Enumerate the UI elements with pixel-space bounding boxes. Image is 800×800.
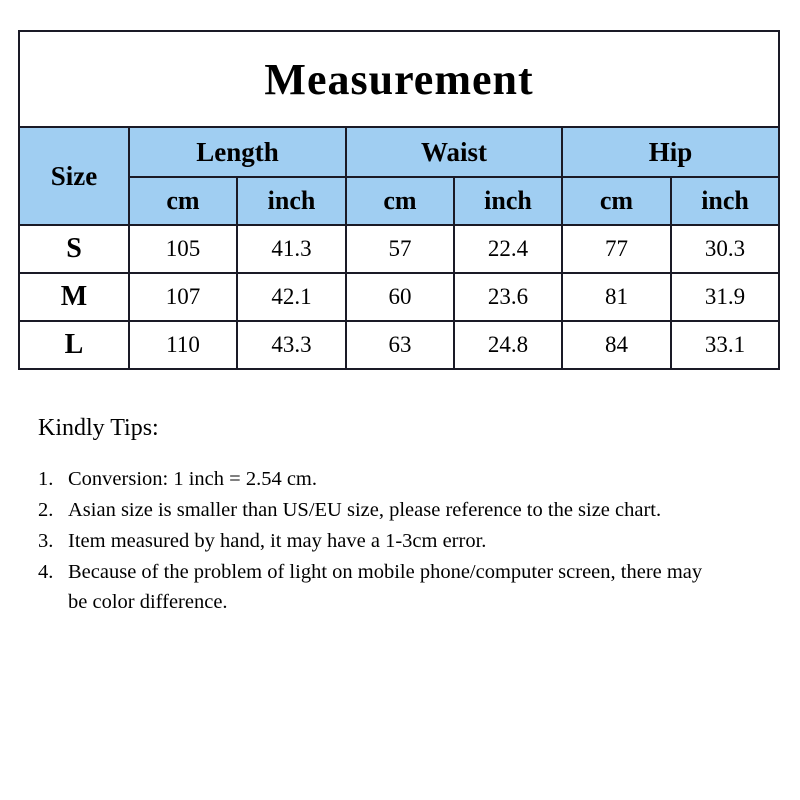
- tip-number: 4.: [38, 561, 54, 583]
- hip-inch-value: 30.3: [669, 224, 781, 274]
- tip-text: Conversion: 1 inch = 2.54 cm.: [68, 468, 317, 490]
- waist-group-header: Waist: [345, 126, 563, 178]
- waist-inch-header: inch: [453, 176, 563, 226]
- title-row: Measurement: [17, 30, 781, 128]
- size-column-header: Size: [18, 126, 130, 226]
- hip-group-header: Hip: [560, 126, 781, 178]
- measurement-table: Measurement Size Length Waist Hip cm inc…: [17, 30, 781, 370]
- tip-text: Asian size is smaller than US/EU size, p…: [68, 499, 662, 521]
- group-header-row: Size Length Waist Hip: [18, 126, 781, 226]
- table-row-l: L 110 43.3 63 24.8 84 33.1: [18, 320, 781, 370]
- hip-inch-value: 33.1: [669, 320, 781, 370]
- length-cm-value: 110: [128, 320, 238, 370]
- length-group-header: Length: [128, 126, 347, 178]
- tip-text: Item measured by hand, it may have a 1-3…: [68, 530, 487, 552]
- tips-heading: Kindly Tips:: [38, 415, 159, 441]
- length-cm-value: 107: [128, 272, 238, 322]
- waist-inch-value: 22.4: [453, 224, 563, 274]
- table-row-m: M 107 42.1 60 23.6 81 31.9: [18, 272, 781, 322]
- hip-cm-value: 77: [561, 224, 672, 274]
- length-inch-value: 43.3: [236, 320, 347, 370]
- unit-header-row: cm inch cm inch cm inch: [19, 176, 781, 226]
- waist-inch-value: 23.6: [453, 272, 563, 322]
- size-label: L: [18, 320, 130, 370]
- length-inch-value: 41.3: [236, 224, 347, 274]
- tip-number: 3.: [38, 530, 54, 552]
- waist-cm-value: 60: [345, 272, 455, 322]
- table-row-s: S 105 41.3 57 22.4 77 30.3: [18, 224, 781, 274]
- hip-cm-value: 84: [561, 320, 672, 370]
- tip-number: 2.: [38, 499, 54, 521]
- waist-cm-value: 63: [345, 320, 455, 370]
- size-label: S: [18, 224, 130, 274]
- waist-cm-header: cm: [345, 176, 455, 226]
- tip-text: Because of the problem of light on mobil…: [68, 561, 703, 613]
- tip-number: 1.: [38, 468, 54, 490]
- length-inch-header: inch: [236, 176, 347, 226]
- hip-inch-header: inch: [669, 176, 781, 226]
- list-item: 2. Asian size is smaller than US/EU size…: [38, 495, 763, 525]
- table-title: Measurement: [17, 30, 781, 128]
- hip-cm-header: cm: [561, 176, 672, 226]
- list-item: 4. Because of the problem of light on mo…: [38, 557, 763, 617]
- length-inch-value: 42.1: [236, 272, 347, 322]
- length-cm-value: 105: [128, 224, 238, 274]
- hip-cm-value: 81: [561, 272, 672, 322]
- length-cm-header: cm: [128, 176, 238, 226]
- waist-inch-value: 24.8: [453, 320, 563, 370]
- list-item: 3. Item measured by hand, it may have a …: [38, 526, 763, 556]
- hip-inch-value: 31.9: [669, 272, 781, 322]
- waist-cm-value: 57: [345, 224, 455, 274]
- list-item: 1. Conversion: 1 inch = 2.54 cm.: [38, 464, 763, 494]
- size-label: M: [18, 272, 130, 322]
- kindly-tips-section: Kindly Tips: 1. Conversion: 1 inch = 2.5…: [38, 415, 763, 618]
